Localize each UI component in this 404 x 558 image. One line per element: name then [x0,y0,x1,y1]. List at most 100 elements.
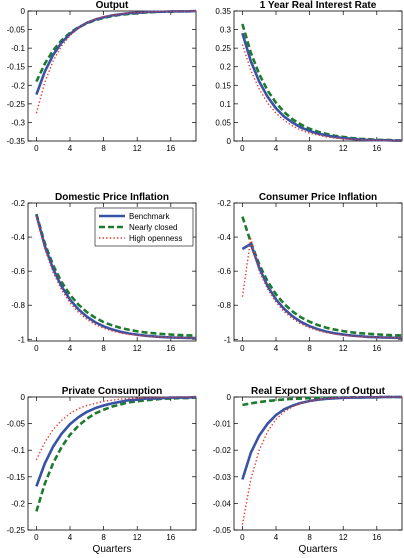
panel-2: 1 Year Real Interest Rate 0 0.05 0.1 0.15 0.2… [215,0,403,153]
x-tick-label: 8 [101,344,106,353]
x-tick-label: 4 [274,144,279,153]
y-tick-label: -0.35 [7,137,26,146]
x-tick-label: 8 [101,533,106,542]
x-tick-label: 4 [68,344,73,353]
x-tick-label: 12 [339,144,348,153]
y-tick-label: 0 [21,7,26,16]
panel-1: Output -0.35 -0.3 -0.25 -0.2 -0.15 -0.1 -0.05 0 0… [7,0,197,153]
y-tick-label: -0.25 [7,526,26,535]
panel-title: 1 Year Real Interest Rate [260,0,377,11]
x-tick-label: 16 [372,344,381,353]
x-tick-label: 8 [307,533,312,542]
x-tick-label: 16 [372,144,381,153]
y-tick-label: -0.4 [217,233,231,242]
x-tick-label: 12 [133,344,142,353]
y-tick-label: -0.6 [11,267,25,276]
x-tick-label: 12 [339,533,348,542]
axes-box [27,396,197,531]
axes-box [233,396,403,531]
y-tick-label: -0.2 [11,499,25,508]
axes-box [27,10,197,142]
high-openness-line [241,44,402,142]
panel-6: Real Export Share of Output -0.05 -0.04 -0.… [213,386,403,555]
y-tick-label: -0.2 [11,81,25,90]
x-axis-label: Quarters [93,544,132,555]
benchmark-line [241,32,402,142]
panel-title: Consumer Price Inflation [259,192,377,203]
x-tick-label: 0 [240,533,245,542]
x-tick-label: 0 [240,344,245,353]
x-tick-label: 16 [372,533,381,542]
x-tick-label: 4 [274,533,279,542]
y-tick-label: 0.3 [220,26,232,35]
benchmark-line [241,242,403,340]
y-tick-label: -0.05 [7,26,26,35]
y-tick-label: -0.8 [11,301,25,310]
legend-label-benchmark: Benchmark [129,212,170,221]
y-tick-label: -0.8 [217,301,231,310]
x-tick-label: 16 [166,344,175,353]
nearly-closed-line [241,216,403,337]
x-tick-label: 16 [166,533,175,542]
panel-title: Output [96,0,129,11]
panel-title: Domestic Price Inflation [55,192,169,203]
y-tick-label: -0.04 [213,499,232,508]
x-tick-label: 8 [307,144,312,153]
panel-3: Domestic Price Inflation -1 -0.8 -0.6 -0.4 -0… [11,192,197,353]
y-tick-label: -0.3 [11,118,25,127]
y-tick-label: -1 [224,335,232,344]
x-tick-label: 4 [68,144,73,153]
axes-box [233,10,403,142]
y-tick-label: -0.01 [213,420,232,429]
legend-label-high-openness: High openness [129,234,182,243]
x-tick-label: 0 [34,533,39,542]
y-tick-label: 0 [21,393,26,402]
x-tick-label: 0 [34,344,39,353]
x-tick-label: 0 [34,144,39,153]
benchmark-line [35,395,197,487]
y-tick-label: 0.25 [215,44,231,53]
y-tick-label: -0.02 [213,446,232,455]
panel-4: Consumer Price Inflation -1 -0.8 -0.6 -0.4 -0… [217,192,403,353]
x-tick-label: 4 [68,533,73,542]
x-tick-label: 8 [101,144,106,153]
y-tick-label: -0.6 [217,267,231,276]
x-tick-label: 12 [133,533,142,542]
panel-title: Real Export Share of Output [251,386,386,397]
legend: Benchmark Nearly closed High openness [94,207,194,247]
y-tick-label: -0.15 [7,63,26,72]
y-tick-label: -0.1 [11,44,25,53]
nearly-closed-line [35,213,197,337]
x-tick-label: 8 [307,344,312,353]
y-tick-label: -0.2 [217,199,231,208]
x-axis-label: Quarters [299,544,338,555]
high-openness-line [35,216,197,339]
y-tick-label: -0.05 [213,526,232,535]
y-tick-label: -0.4 [11,233,25,242]
panel-title: Private Consumption [62,386,163,397]
panel-5: Private Consumption -0.25 -0.2 -0.15 -0.1 -0.… [7,386,197,555]
legend-label-nearly-closed: Nearly closed [129,223,177,232]
axes-box [233,202,403,342]
y-tick-label: -0.2 [11,199,25,208]
nearly-closed-line [241,23,403,142]
x-tick-label: 12 [133,144,142,153]
x-tick-label: 4 [274,344,279,353]
y-tick-label: 0.1 [220,100,232,109]
x-tick-label: 0 [240,144,245,153]
y-tick-label: 0 [227,393,232,402]
y-tick-label: -0.1 [11,446,25,455]
y-tick-label: 0.2 [220,63,232,72]
y-tick-label: -0.15 [7,473,26,482]
high-openness-line [35,10,196,114]
y-tick-label: -1 [18,335,26,344]
high-openness-line [241,396,402,525]
y-tick-label: 0.05 [215,118,231,127]
x-tick-label: 12 [339,344,348,353]
x-tick-label: 16 [166,144,175,153]
y-tick-label: -0.03 [213,473,232,482]
y-tick-label: 0 [227,137,232,146]
y-tick-label: 0.15 [215,81,231,90]
y-tick-label: -0.05 [7,420,26,429]
